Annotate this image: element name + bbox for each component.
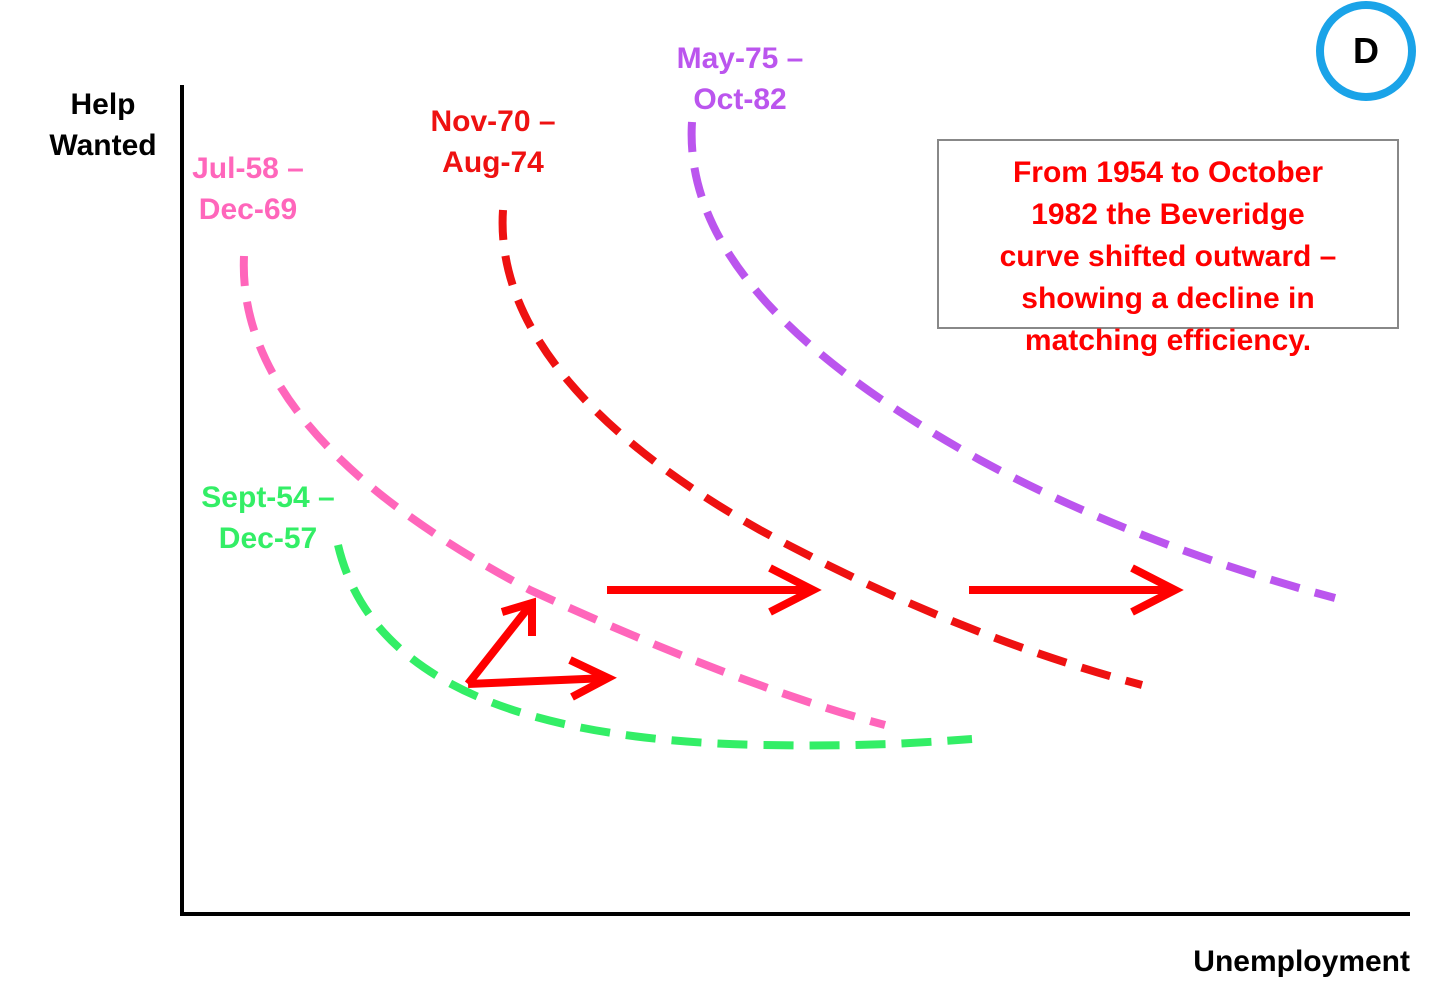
curve-jul58-dec69 [239, 255, 887, 729]
arrow-up-diagonal [464, 600, 536, 687]
note-line-4: showing a decline in [1021, 282, 1314, 315]
curve-nov70-aug74 [498, 209, 1144, 689]
note-line-1: From 1954 to October [1013, 156, 1323, 189]
curve-label-nov70: Nov-70 – [430, 105, 555, 138]
curve-label-aug74: Aug-74 [442, 146, 544, 179]
curve-label-jul58: Jul-58 – [192, 152, 304, 185]
arrow-right-right-head [1130, 564, 1184, 616]
curve-label-dec69: Dec-69 [199, 193, 297, 226]
curve-label-sept54: Sept-54 – [201, 481, 334, 514]
curve-sept54-dec57 [334, 544, 973, 750]
arrow-right-middle-head [768, 564, 822, 616]
y-axis-label-line1: Help [70, 88, 135, 121]
curve-label-oct82: Oct-82 [693, 83, 786, 116]
curve-may75-oct82 [687, 121, 1337, 602]
arrow-up-diagonal-head [500, 597, 536, 636]
curve-label-may75: May-75 – [677, 42, 804, 75]
badge-letter: D [1353, 30, 1379, 71]
note-line-5: matching efficiency. [1025, 324, 1311, 357]
note-box [937, 139, 1399, 329]
x-axis-label: Unemployment [1193, 945, 1410, 978]
shift-arrows [464, 564, 1184, 701]
arrow-right-small-head [568, 656, 617, 701]
curve-label-dec57: Dec-57 [219, 522, 317, 555]
arrow-right-small [467, 674, 609, 688]
note-line-2: 1982 the Beveridge [1031, 198, 1304, 231]
y-axis-label-line2: Wanted [49, 129, 156, 162]
note-line-3: curve shifted outward – [1000, 240, 1337, 273]
badge-circle [1316, 1, 1416, 101]
